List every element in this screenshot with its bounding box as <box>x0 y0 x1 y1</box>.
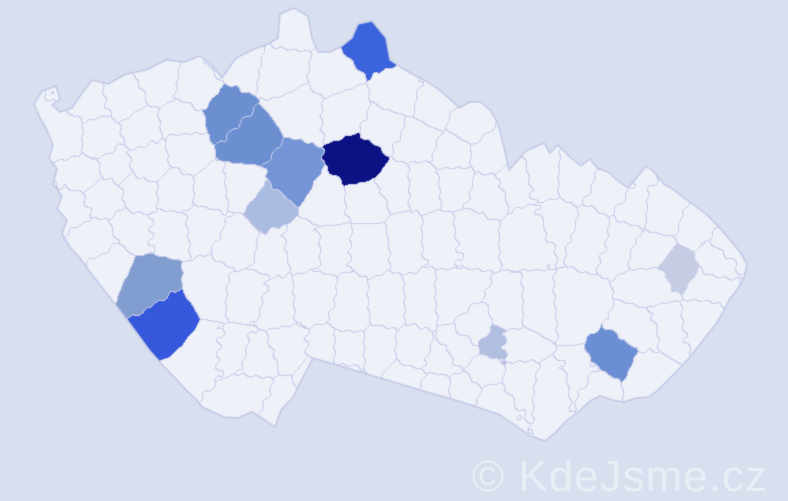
map-stage: © KdeJsme.cz <box>0 0 788 500</box>
czech-districts-map[interactable] <box>0 0 788 500</box>
